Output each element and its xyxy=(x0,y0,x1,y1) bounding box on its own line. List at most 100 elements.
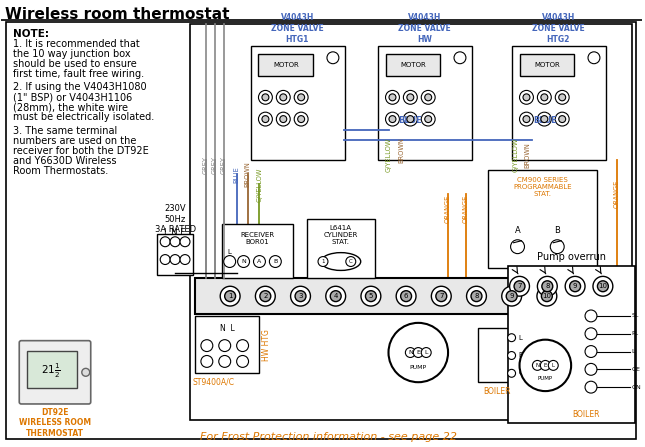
Bar xyxy=(511,46,606,160)
Bar xyxy=(307,219,375,278)
Bar xyxy=(250,46,345,160)
Circle shape xyxy=(523,116,530,122)
Text: receiver for both the DT92E: receiver for both the DT92E xyxy=(14,146,149,156)
Circle shape xyxy=(291,286,310,306)
Text: first time, fault free wiring.: first time, fault free wiring. xyxy=(14,69,144,79)
Circle shape xyxy=(421,348,431,358)
Text: MOTOR: MOTOR xyxy=(400,62,426,67)
Text: B: B xyxy=(554,226,560,236)
Text: G/YELLOW: G/YELLOW xyxy=(386,138,392,172)
Text: BOILER: BOILER xyxy=(572,410,600,419)
Circle shape xyxy=(523,94,530,101)
Text: BOILER: BOILER xyxy=(483,387,510,396)
Text: Pump overrun: Pump overrun xyxy=(537,252,606,261)
Circle shape xyxy=(559,94,566,101)
Circle shape xyxy=(532,360,542,370)
Circle shape xyxy=(593,276,613,296)
Circle shape xyxy=(542,281,553,292)
Text: should be used to ensure: should be used to ensure xyxy=(14,59,137,69)
Circle shape xyxy=(401,291,412,302)
Circle shape xyxy=(220,286,240,306)
Circle shape xyxy=(294,90,308,104)
Circle shape xyxy=(346,257,356,266)
Circle shape xyxy=(386,112,399,126)
Text: OE: OE xyxy=(631,367,640,372)
Text: numbers are used on the: numbers are used on the xyxy=(14,136,137,146)
Bar xyxy=(259,54,313,76)
Text: L: L xyxy=(551,363,555,368)
Circle shape xyxy=(276,112,290,126)
Text: 230V
50Hz
3A RATED: 230V 50Hz 3A RATED xyxy=(155,204,195,234)
Circle shape xyxy=(170,237,180,247)
Text: N: N xyxy=(535,363,539,368)
Text: SL: SL xyxy=(631,313,639,318)
Text: 3. The same terminal: 3. The same terminal xyxy=(14,126,117,136)
Circle shape xyxy=(366,291,377,302)
Circle shape xyxy=(511,240,524,253)
Circle shape xyxy=(295,291,306,302)
Circle shape xyxy=(294,112,308,126)
Text: 7: 7 xyxy=(517,283,522,289)
Text: 9: 9 xyxy=(510,293,514,299)
Bar xyxy=(195,316,259,373)
Text: G/YELLOW: G/YELLOW xyxy=(257,167,263,202)
Circle shape xyxy=(508,369,515,377)
Text: MOTOR: MOTOR xyxy=(273,62,299,67)
Circle shape xyxy=(421,112,435,126)
Bar xyxy=(386,54,440,76)
Text: BROWN: BROWN xyxy=(399,137,404,163)
Text: Wireless room thermostat: Wireless room thermostat xyxy=(5,7,230,22)
Text: L: L xyxy=(631,349,635,354)
Text: (28mm), the white wire: (28mm), the white wire xyxy=(14,102,128,112)
Text: PUMP: PUMP xyxy=(410,365,427,370)
Circle shape xyxy=(280,116,287,122)
Circle shape xyxy=(405,348,415,358)
Circle shape xyxy=(585,310,597,322)
Circle shape xyxy=(298,94,304,101)
Circle shape xyxy=(597,281,608,292)
Circle shape xyxy=(224,291,235,302)
Text: ST9400A/C: ST9400A/C xyxy=(193,377,235,386)
Circle shape xyxy=(403,112,417,126)
Circle shape xyxy=(541,291,552,302)
Text: ORANGE: ORANGE xyxy=(614,180,620,208)
Bar xyxy=(377,46,472,160)
Circle shape xyxy=(471,291,482,302)
Circle shape xyxy=(298,116,304,122)
Circle shape xyxy=(276,90,290,104)
Text: V4043H
ZONE VALVE
HW: V4043H ZONE VALVE HW xyxy=(398,13,451,44)
Text: BLUE: BLUE xyxy=(533,116,557,125)
Text: 21$\frac{1}{2}$: 21$\frac{1}{2}$ xyxy=(41,361,61,380)
Text: and Y6630D Wireless: and Y6630D Wireless xyxy=(14,156,117,166)
Text: 10: 10 xyxy=(599,283,608,289)
Text: E: E xyxy=(519,353,523,358)
Text: ORANGE: ORANGE xyxy=(463,195,469,223)
Bar xyxy=(508,266,635,423)
Bar xyxy=(519,54,574,76)
Circle shape xyxy=(407,116,414,122)
Text: For Frost Protection information - see page 22: For Frost Protection information - see p… xyxy=(201,432,457,442)
Circle shape xyxy=(585,381,597,393)
Text: L641A
CYLINDER
STAT.: L641A CYLINDER STAT. xyxy=(324,225,358,245)
Circle shape xyxy=(318,257,328,266)
Circle shape xyxy=(550,240,564,253)
Circle shape xyxy=(259,112,272,126)
Bar xyxy=(190,24,631,420)
Text: (1" BSP) or V4043H1106: (1" BSP) or V4043H1106 xyxy=(14,93,133,102)
Text: G/YELLOW: G/YELLOW xyxy=(513,138,519,172)
Text: 1: 1 xyxy=(321,259,324,264)
Circle shape xyxy=(537,286,557,306)
Circle shape xyxy=(514,281,525,292)
Text: 1. It is recommended that: 1. It is recommended that xyxy=(14,39,140,49)
Text: GREY: GREY xyxy=(203,156,209,173)
Circle shape xyxy=(436,291,447,302)
Circle shape xyxy=(537,112,551,126)
Circle shape xyxy=(262,94,269,101)
Circle shape xyxy=(237,340,248,351)
Text: ON: ON xyxy=(631,385,641,390)
Text: 9: 9 xyxy=(573,283,577,289)
Circle shape xyxy=(219,340,231,351)
Circle shape xyxy=(519,340,571,391)
Circle shape xyxy=(224,256,235,267)
Circle shape xyxy=(330,291,341,302)
